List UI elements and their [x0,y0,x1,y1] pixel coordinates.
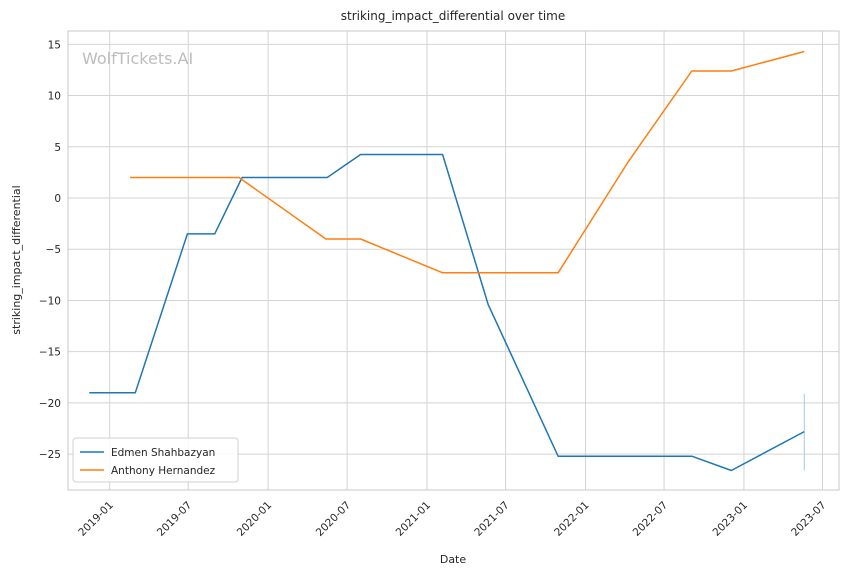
y-tick-label: −15 [39,347,61,359]
y-tick-label: 5 [54,142,61,154]
x-axis-label: Date [440,553,467,566]
grid [68,31,839,490]
y-tick-label: 15 [48,39,61,51]
series-line-anthony-hernandez [130,50,805,274]
series-line-edmen-shahbazyan [89,153,805,472]
legend-label-anthony-hernandez: Anthony Hernandez [111,465,216,477]
y-tick-label: 0 [54,193,61,205]
y-tick-label: −25 [39,449,61,461]
y-axis-label: striking_impact_differential [10,185,23,334]
legend: Edmen Shahbazyan Anthony Hernandez [72,437,239,483]
legend-box [72,437,239,483]
y-tick-label: −20 [39,398,61,410]
legend-label-edmen-shahbazyan: Edmen Shahbazyan [111,447,215,459]
watermark: WolfTickets.AI [82,49,193,68]
plot-frame [67,30,840,491]
y-tick-label: 10 [48,91,61,103]
series-layer [89,50,805,472]
y-tick-label: −5 [46,244,61,256]
y-tick-label: −10 [39,295,61,307]
y-axis-ticks: 15 10 5 0 −5 −10 −15 −20 −25 [39,39,61,461]
chart-title: striking_impact_differential over time [341,9,566,23]
